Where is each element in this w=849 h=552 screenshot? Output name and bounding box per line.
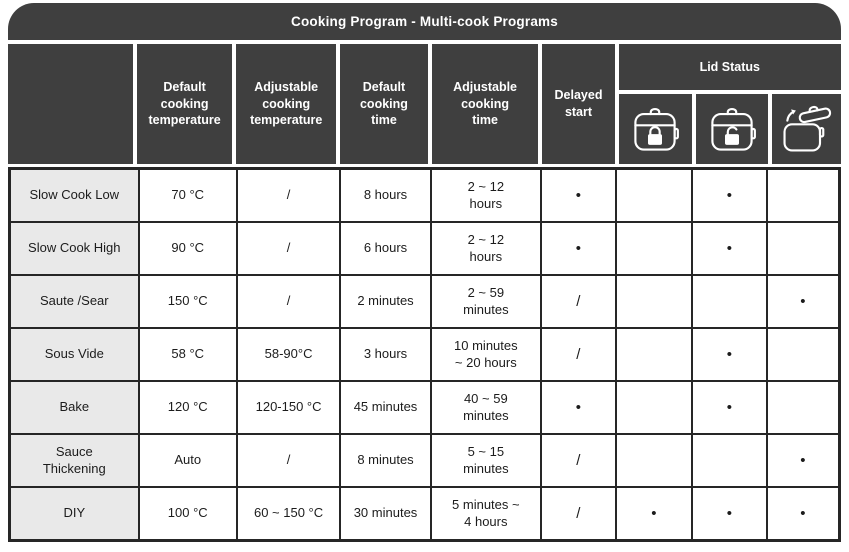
default-time-cell: 30 minutes: [341, 488, 430, 539]
default-temp-cell: 150 °C: [139, 276, 236, 327]
default-temp-cell: 120 °C: [139, 382, 236, 433]
adjustable-time-cell: 5 ~ 15 minutes: [431, 435, 540, 486]
program-name: Sous Vide: [11, 329, 138, 380]
header-default-cooking-temperature: Default cooking temperature: [137, 44, 233, 164]
default-time-cell: 8 hours: [341, 170, 430, 221]
lid-open-cell: •: [767, 276, 838, 327]
delayed-start-cell: /: [541, 276, 615, 327]
lid-closed-locked-icon: [634, 107, 680, 151]
delayed-start-cell: /: [541, 488, 615, 539]
lid-open-cell: [767, 223, 838, 274]
header-lid-closed-unlocked: [695, 94, 768, 164]
lid-unlocked-cell: •: [692, 170, 766, 221]
header-lid-open: [771, 94, 841, 164]
adjustable-time-cell: 5 minutes ~ 4 hours: [431, 488, 540, 539]
header-default-cooking-time: Default cooking time: [340, 44, 428, 164]
lid-unlocked-cell: •: [692, 329, 766, 380]
delayed-start-cell: •: [541, 223, 615, 274]
lid-locked-cell: [616, 382, 691, 433]
default-time-cell: 8 minutes: [341, 435, 430, 486]
lid-locked-cell: •: [616, 488, 691, 539]
delayed-start-cell: •: [541, 170, 615, 221]
header-lid-status: Lid Status: [618, 44, 841, 90]
delayed-start-cell: •: [541, 382, 615, 433]
adjustable-temp-cell: /: [237, 435, 340, 486]
lid-locked-cell: [616, 223, 691, 274]
table-title: Cooking Program - Multi-cook Programs: [291, 14, 558, 29]
adjustable-time-cell: 2 ~ 59 minutes: [431, 276, 540, 327]
cooking-program-table: Cooking Program - Multi-cook Programs De…: [8, 3, 841, 542]
header-delayed-start: Delayed start: [542, 44, 615, 164]
header-lid-closed-locked: [618, 94, 692, 164]
program-name: Slow Cook High: [11, 223, 138, 274]
header-adjustable-cooking-time: Adjustable cooking time: [431, 44, 539, 164]
default-temp-cell: 100 °C: [139, 488, 236, 539]
adjustable-temp-cell: /: [237, 223, 340, 274]
adjustable-temp-cell: 58-90°C: [237, 329, 340, 380]
table-header: Default cooking temperature Adjustable c…: [8, 44, 841, 164]
adjustable-temp-cell: 120-150 °C: [237, 382, 340, 433]
default-time-cell: 45 minutes: [341, 382, 430, 433]
lid-unlocked-cell: [692, 276, 766, 327]
program-name: Bake: [11, 382, 138, 433]
lid-locked-cell: [616, 435, 691, 486]
lid-locked-cell: [616, 276, 691, 327]
program-name: Saute /Sear: [11, 276, 138, 327]
header-program-blank: [8, 44, 133, 164]
header-adjustable-cooking-temperature: Adjustable cooking temperature: [236, 44, 337, 164]
adjustable-temp-cell: /: [237, 170, 340, 221]
lid-unlocked-cell: [692, 435, 766, 486]
default-temp-cell: 90 °C: [139, 223, 236, 274]
lid-open-cell: [767, 382, 838, 433]
table-title-bar: Cooking Program - Multi-cook Programs: [8, 3, 841, 40]
table-body: Slow Cook Low 70 °C / 8 hours 2 ~ 12 hou…: [8, 167, 841, 542]
adjustable-time-cell: 2 ~ 12 hours: [431, 223, 540, 274]
lid-unlocked-cell: •: [692, 488, 766, 539]
default-temp-cell: 70 °C: [139, 170, 236, 221]
lid-closed-unlocked-icon: [711, 107, 756, 151]
lid-open-cell: [767, 329, 838, 380]
default-time-cell: 3 hours: [341, 329, 430, 380]
lid-open-cell: [767, 170, 838, 221]
default-temp-cell: 58 °C: [139, 329, 236, 380]
default-temp-cell: Auto: [139, 435, 236, 486]
lid-open-cell: •: [767, 435, 838, 486]
lid-locked-cell: [616, 329, 691, 380]
program-name: Sauce Thickening: [11, 435, 138, 486]
delayed-start-cell: /: [541, 435, 615, 486]
program-name: DIY: [11, 488, 138, 539]
lid-open-icon: [783, 105, 832, 152]
default-time-cell: 6 hours: [341, 223, 430, 274]
lid-open-cell: •: [767, 488, 838, 539]
adjustable-temp-cell: 60 ~ 150 °C: [237, 488, 340, 539]
adjustable-time-cell: 40 ~ 59 minutes: [431, 382, 540, 433]
adjustable-time-cell: 10 minutes ~ 20 hours: [431, 329, 540, 380]
default-time-cell: 2 minutes: [341, 276, 430, 327]
adjustable-temp-cell: /: [237, 276, 340, 327]
adjustable-time-cell: 2 ~ 12 hours: [431, 170, 540, 221]
program-name: Slow Cook Low: [11, 170, 138, 221]
lid-unlocked-cell: •: [692, 382, 766, 433]
lid-unlocked-cell: •: [692, 223, 766, 274]
delayed-start-cell: /: [541, 329, 615, 380]
lid-locked-cell: [616, 170, 691, 221]
